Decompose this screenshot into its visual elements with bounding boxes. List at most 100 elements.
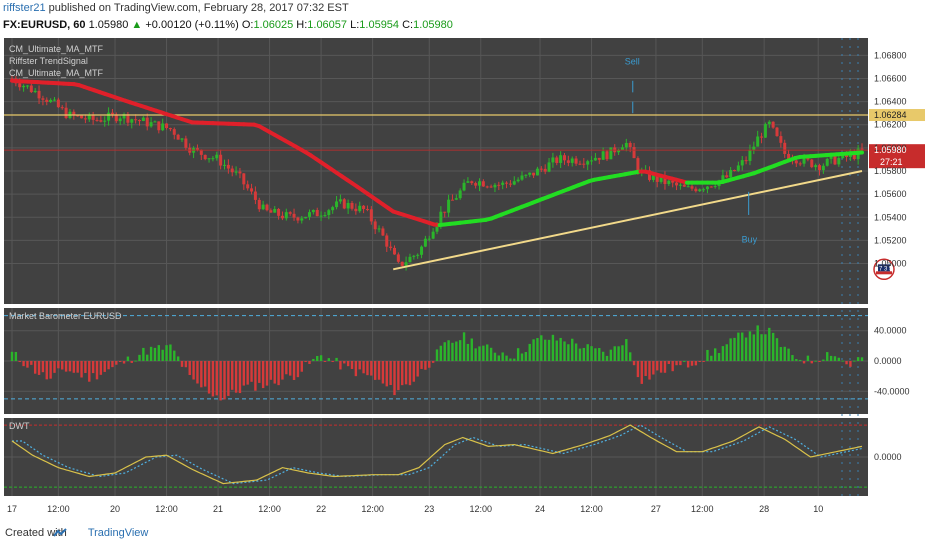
barometer-bar bbox=[215, 361, 218, 396]
barometer-bar bbox=[818, 361, 821, 362]
candle-body bbox=[99, 120, 103, 122]
barometer-bar bbox=[416, 361, 419, 377]
barometer-y-tick: 0.0000 bbox=[874, 356, 902, 366]
us-flag-canton bbox=[878, 264, 890, 272]
barometer-bar bbox=[478, 346, 481, 361]
candle-body bbox=[783, 142, 787, 154]
barometer-bar bbox=[833, 356, 837, 361]
barometer-bar bbox=[149, 346, 153, 361]
candle-body bbox=[694, 188, 698, 192]
barometer-bar bbox=[683, 360, 686, 362]
candle-body bbox=[408, 256, 412, 263]
barometer-bar bbox=[200, 361, 203, 388]
barometer-bar bbox=[300, 361, 303, 372]
candle-body bbox=[369, 209, 373, 222]
candle-body bbox=[489, 186, 493, 188]
candle-body bbox=[126, 114, 130, 123]
barometer-bar bbox=[563, 341, 566, 361]
candle-body bbox=[400, 261, 404, 266]
barometer-bar bbox=[686, 361, 690, 368]
barometer-bar bbox=[385, 361, 388, 387]
candle-body bbox=[582, 163, 586, 165]
barometer-bar bbox=[57, 361, 60, 369]
barometer-y-tick: -40.0000 bbox=[874, 386, 910, 396]
high-value: 1.06057 bbox=[307, 19, 348, 31]
candle-body bbox=[346, 202, 350, 209]
candle-body bbox=[462, 182, 466, 191]
barometer-bar bbox=[176, 356, 180, 361]
barometer-bar bbox=[238, 361, 242, 394]
barometer-bar bbox=[184, 361, 188, 368]
barometer-bar bbox=[462, 332, 466, 361]
barometer-bar bbox=[497, 355, 501, 361]
barometer-bar bbox=[489, 347, 493, 361]
barometer-bar bbox=[404, 361, 408, 385]
candle-body bbox=[416, 254, 420, 256]
tradingview-chart[interactable]: 17 12:00 20 12:00 21 12:00 22 12:00 23 12:00 24 12:… bbox=[0, 38, 932, 522]
candle-body bbox=[195, 148, 199, 150]
barometer-bar bbox=[586, 344, 589, 361]
author-link[interactable]: riffster21 bbox=[3, 2, 46, 14]
barometer-bar bbox=[764, 334, 767, 361]
x-tick-label: 17 bbox=[7, 504, 17, 514]
candle-body bbox=[145, 117, 149, 127]
barometer-bar bbox=[273, 361, 276, 384]
barometer-bar bbox=[578, 348, 582, 361]
y-tick-label: 1.05000 bbox=[874, 259, 907, 269]
barometer-bar bbox=[316, 355, 319, 361]
barometer-bar bbox=[802, 361, 806, 364]
barometer-bar bbox=[377, 361, 381, 380]
candle-body bbox=[733, 170, 736, 172]
candle-body bbox=[466, 181, 470, 183]
candle-body bbox=[524, 174, 528, 176]
barometer-bar bbox=[702, 361, 705, 362]
candle-body bbox=[508, 183, 512, 185]
barometer-bar bbox=[536, 338, 539, 361]
barometer-bar bbox=[748, 331, 752, 361]
barometer-bar bbox=[690, 361, 694, 366]
barometer-bar bbox=[165, 345, 168, 361]
barometer-bar bbox=[370, 361, 373, 376]
candle-body bbox=[423, 238, 427, 247]
barometer-bar bbox=[528, 343, 531, 361]
barometer-bar bbox=[671, 361, 674, 372]
candle-body bbox=[203, 154, 207, 160]
candle-body bbox=[114, 114, 118, 122]
barometer-bar bbox=[381, 361, 385, 384]
barometer-bar bbox=[856, 357, 860, 361]
barometer-bar bbox=[227, 361, 230, 396]
candle-body bbox=[138, 120, 141, 122]
barometer-bar bbox=[53, 361, 56, 373]
candle-body bbox=[833, 156, 837, 165]
barometer-bar bbox=[837, 357, 841, 361]
candle-body bbox=[234, 171, 238, 173]
candle-body bbox=[559, 155, 563, 163]
buy-label: Buy bbox=[742, 235, 758, 245]
last-price: 1.05980 bbox=[88, 19, 129, 31]
candle-body bbox=[605, 151, 609, 160]
barometer-bar bbox=[242, 361, 246, 386]
barometer-bar bbox=[45, 361, 48, 380]
candle-body bbox=[60, 107, 64, 109]
barometer-bar bbox=[76, 361, 79, 373]
barometer-bar bbox=[721, 346, 725, 361]
tradingview-link[interactable]: TradingView bbox=[87, 527, 149, 539]
candle-body bbox=[686, 186, 690, 188]
candle-body bbox=[327, 210, 331, 216]
dwt-y-tick: 0.0000 bbox=[874, 452, 902, 462]
publish-text: published on TradingView.com, February 2… bbox=[48, 2, 349, 14]
barometer-bar bbox=[547, 339, 551, 361]
barometer-bar bbox=[826, 352, 829, 361]
barometer-bar bbox=[574, 343, 578, 361]
barometer-bar bbox=[37, 361, 41, 375]
candle-body bbox=[802, 157, 806, 164]
barometer-bar bbox=[408, 361, 412, 386]
barometer-bar bbox=[860, 357, 864, 361]
candle-body bbox=[350, 202, 354, 209]
barometer-bar bbox=[424, 361, 427, 370]
barometer-bar bbox=[234, 361, 238, 393]
barometer-bar bbox=[22, 361, 25, 367]
candle-body bbox=[253, 191, 257, 200]
x-tick-label: 20 bbox=[110, 504, 120, 514]
y-tick-label: 1.05600 bbox=[874, 189, 907, 199]
